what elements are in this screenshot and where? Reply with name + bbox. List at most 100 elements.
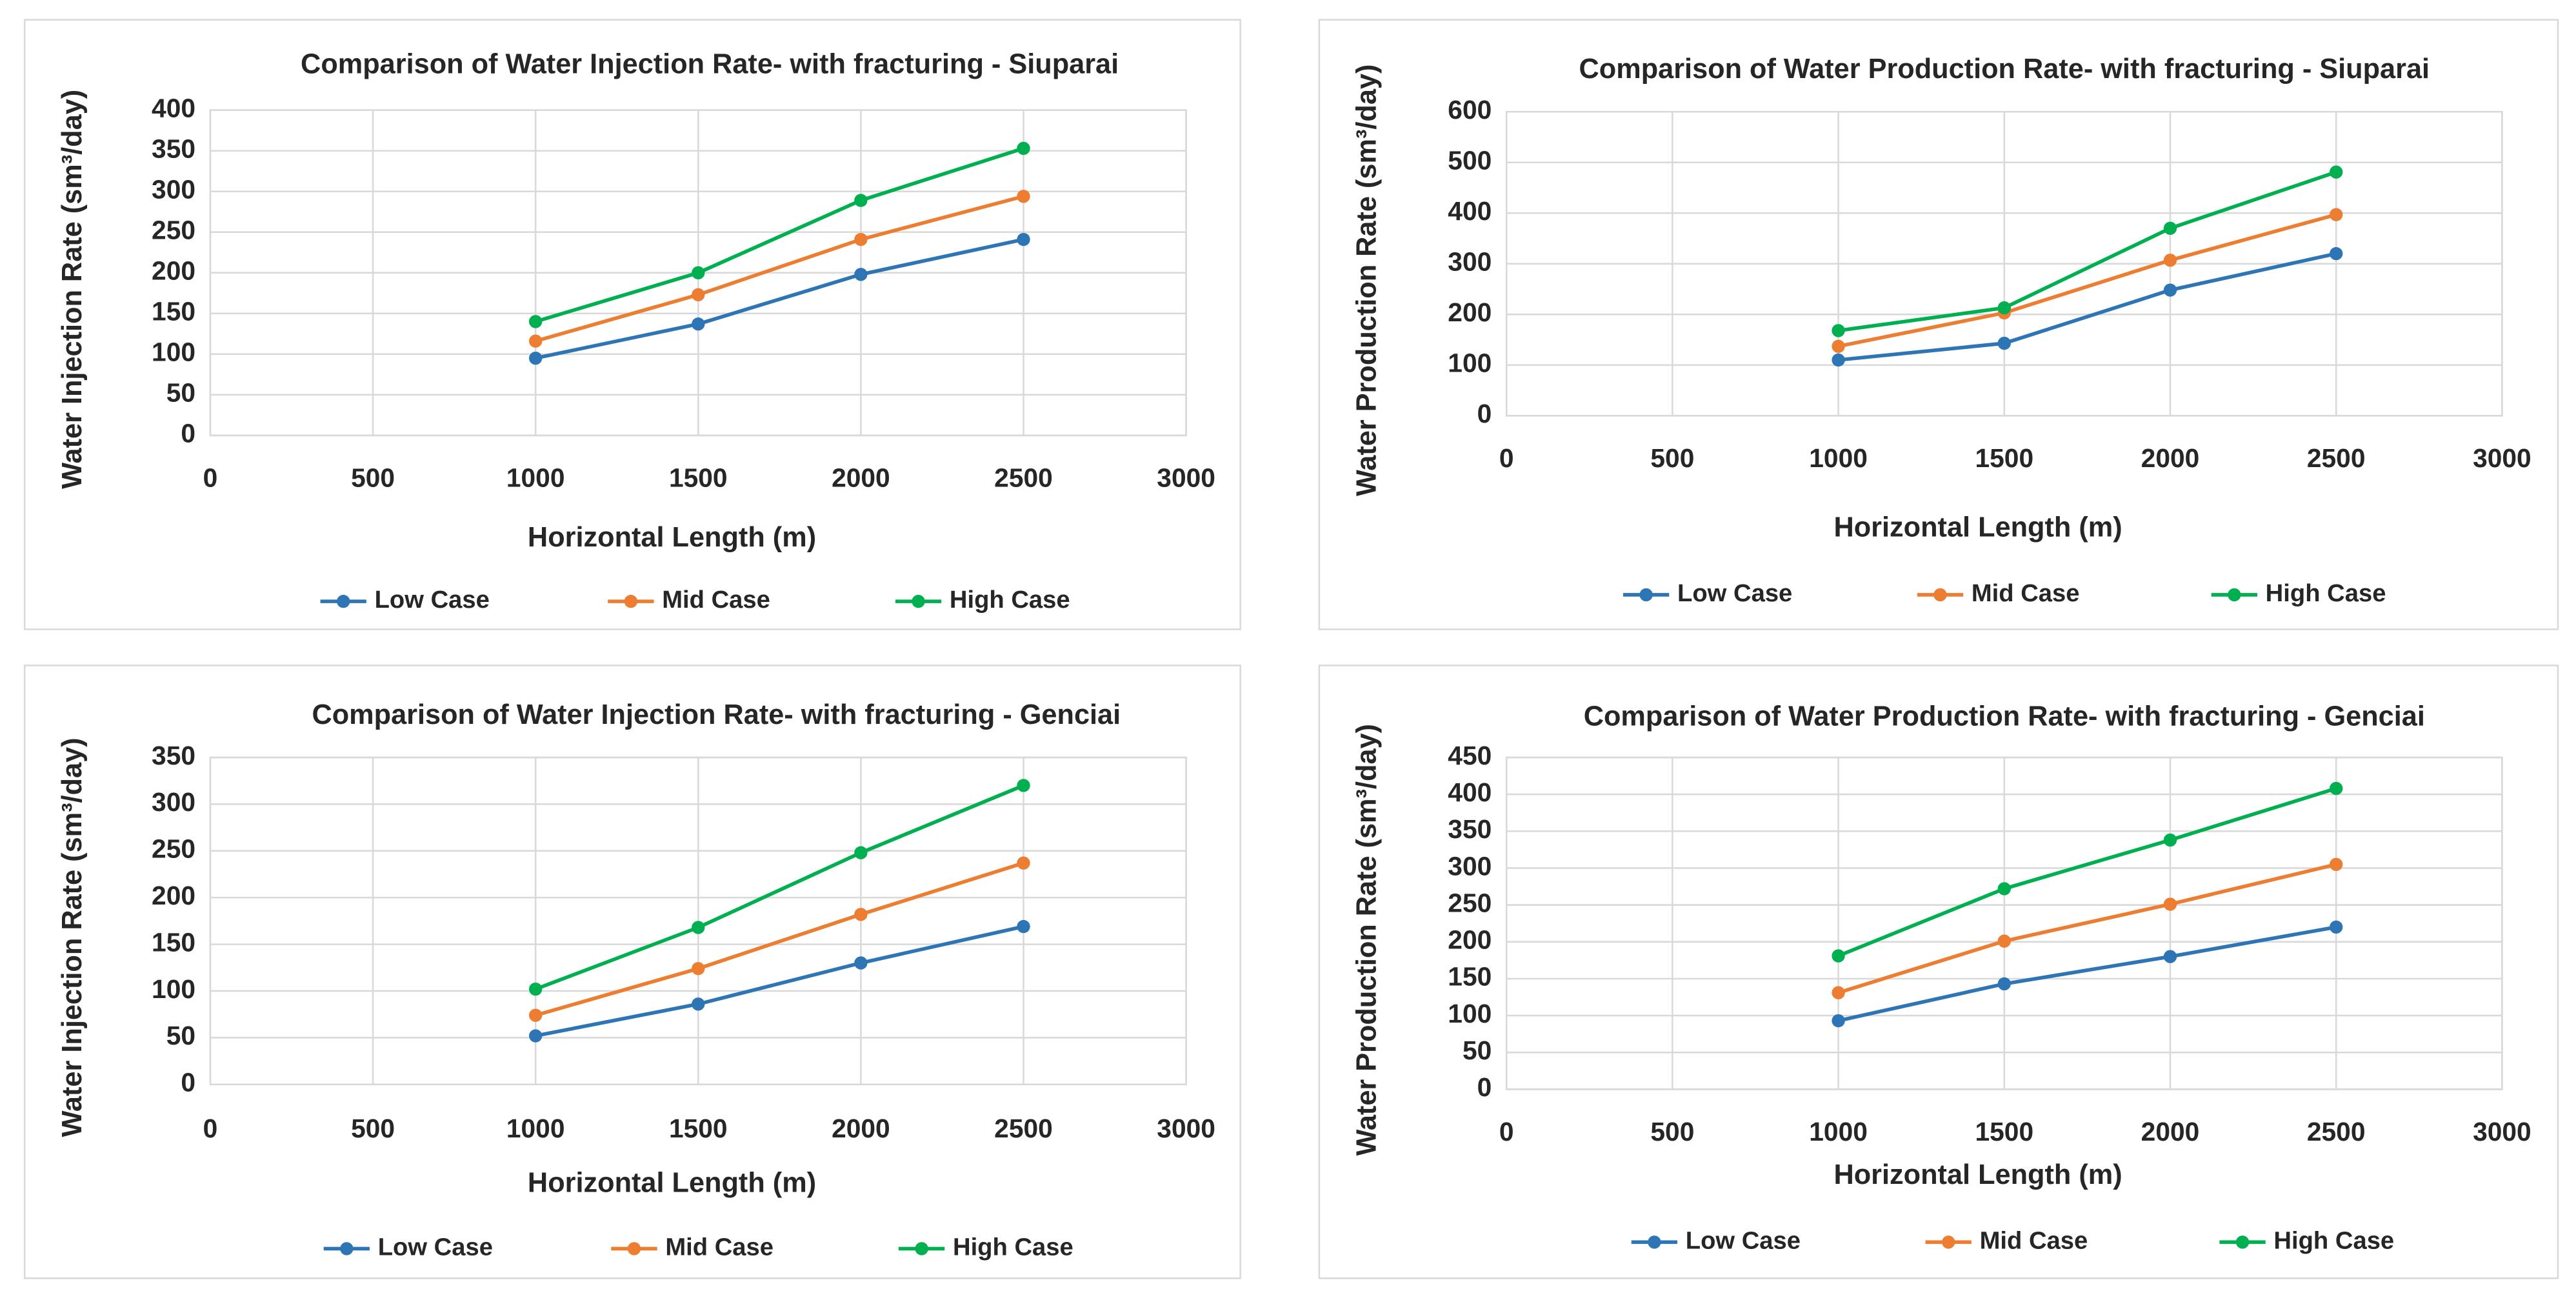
data-point [692,962,705,975]
y-tick-label: 0 [1477,1072,1492,1102]
data-point [1832,949,1845,963]
x-tick-label: 1000 [1809,443,1868,473]
data-point [1997,301,2011,315]
data-point [854,846,868,859]
y-tick-label: 0 [181,419,195,448]
y-tick-label: 100 [1448,999,1492,1028]
chart-title: Comparison of Water Production Rate- wit… [1584,701,2425,732]
legend-label: Mid Case [662,586,770,614]
y-tick-label: 600 [1448,95,1492,125]
x-tick-label: 2500 [2307,1117,2366,1146]
series-line [1837,786,2337,958]
data-point [854,194,868,207]
y-tick-label: 150 [152,927,195,957]
data-point [1997,882,2011,895]
data-point [854,232,868,246]
data-point [1997,336,2011,350]
x-tick-label: 500 [1650,443,1694,473]
chart: Comparison of Water Injection Rate- with… [23,19,1241,630]
y-tick-label: 350 [152,134,195,163]
x-tick-label: 2500 [2307,443,2366,473]
y-axis-title: Water Production Rate (sm³/day) [1352,65,1383,496]
data-point [1017,190,1030,203]
data-point [854,268,868,281]
x-tick-label: 0 [1499,443,1514,473]
legend-label: High Case [950,586,1070,614]
x-tick-label: 0 [203,463,218,492]
data-point [2330,165,2343,179]
x-tick-label: 1500 [669,1114,728,1143]
y-tick-label: 350 [1448,814,1492,844]
y-axis-title: Water Injection Rate (sm³/day) [57,737,88,1137]
y-tick-label: 100 [152,974,195,1004]
data-point [1832,339,1845,353]
x-axis-title: Horizontal Length (m) [528,1168,816,1199]
y-axis-title: Water Injection Rate (sm³/day) [57,90,88,489]
y-tick-label: 150 [1448,962,1492,992]
data-point [2330,920,2343,934]
data-point [2163,254,2177,267]
x-tick-label: 500 [351,463,395,492]
chart-frame [23,665,1241,1279]
data-point [2163,833,2177,847]
x-tick-label: 1000 [1809,1117,1868,1146]
x-tick-label: 500 [1650,1117,1694,1146]
x-tick-label: 2500 [994,1114,1053,1143]
x-tick-label: 500 [351,1114,395,1143]
data-point [528,334,543,348]
data-point [528,351,543,365]
y-tick-label: 400 [1448,196,1492,226]
data-point [2330,246,2343,261]
x-tick-label: 0 [203,1114,218,1143]
data-point [2330,208,2343,221]
y-tick-label: 200 [152,881,195,910]
series-line [535,925,1024,1038]
data-point [2330,781,2343,795]
legend-label: Low Case [1677,579,1792,607]
series-line [535,146,1024,324]
x-tick-label: 1000 [506,1114,565,1143]
y-tick-label: 400 [1448,777,1492,807]
y-tick-label: 350 [152,741,195,770]
y-tick-label: 0 [181,1068,195,1097]
y-tick-label: 200 [1448,297,1492,327]
data-point [1017,232,1030,246]
y-tick-label: 200 [1448,925,1492,955]
data-point [2163,897,2177,911]
legend-marker [1933,588,1947,602]
y-tick-label: 450 [1448,741,1492,770]
y-tick-label: 100 [1448,348,1492,378]
data-point [1017,856,1030,870]
legend-marker [2228,588,2241,602]
series-line [1838,252,2337,362]
data-point [2163,221,2177,235]
series-line [1838,212,2337,348]
x-tick-label: 1500 [1975,1117,2033,1146]
legend-label: Low Case [375,586,490,614]
legend-label: Mid Case [1972,579,2080,607]
x-tick-label: 2000 [832,463,890,492]
y-tick-label: 100 [152,337,195,367]
y-tick-label: 250 [152,834,195,864]
data-point [1017,779,1030,792]
x-axis-title: Horizontal Length (m) [1833,1159,2122,1190]
chart-title: Comparison of Water Injection Rate- with… [312,699,1121,730]
x-tick-label: 2000 [2141,443,2200,473]
y-tick-label: 300 [1448,247,1492,277]
data-point [528,315,543,328]
y-tick-label: 300 [1448,851,1492,881]
data-point [692,317,705,331]
legend-marker [624,594,638,608]
y-tick-label: 250 [152,215,195,245]
y-tick-label: 300 [152,175,195,205]
legend-marker [1639,588,1653,602]
x-axis-title: Horizontal Length (m) [1833,512,2122,543]
data-point [1832,1014,1845,1028]
data-point [2163,950,2177,963]
y-axis-title: Water Production Rate (sm³/day) [1352,724,1383,1155]
legend-label: Mid Case [1980,1226,2088,1254]
legend-marker [1648,1235,1661,1249]
x-axis-title: Horizontal Length (m) [528,522,816,553]
data-point [2163,283,2177,297]
